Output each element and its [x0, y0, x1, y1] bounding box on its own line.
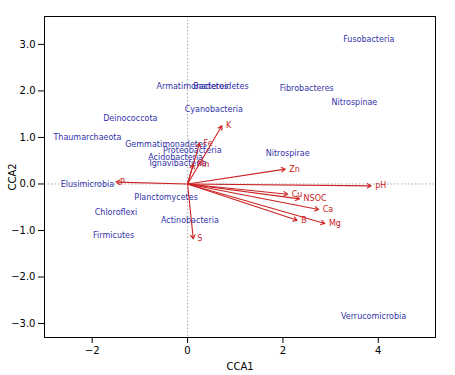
- svg-text:−3.0: −3.0: [11, 318, 35, 329]
- svg-text:Actinobacteria: Actinobacteria: [161, 216, 219, 225]
- svg-text:Nitrospinae: Nitrospinae: [332, 98, 378, 107]
- svg-text:Thaumarchaeota: Thaumarchaeota: [52, 133, 121, 142]
- svg-text:Ca: Ca: [323, 205, 334, 214]
- svg-text:1.0: 1.0: [20, 132, 36, 143]
- svg-text:Elusimicrobia: Elusimicrobia: [61, 180, 114, 189]
- svg-text:Cu: Cu: [292, 190, 303, 199]
- svg-text:Cyanobacteria: Cyanobacteria: [185, 105, 243, 114]
- svg-text:Proteobacteria: Proteobacteria: [163, 146, 222, 155]
- svg-text:Fibrobacteres: Fibrobacteres: [280, 84, 334, 93]
- svg-text:−2: −2: [85, 345, 100, 356]
- svg-text:−1.0: −1.0: [11, 225, 35, 236]
- svg-text:B: B: [301, 216, 307, 225]
- svg-text:2: 2: [280, 345, 286, 356]
- svg-text:Mn: Mn: [197, 160, 209, 169]
- svg-text:Armatimonadetes: Armatimonadetes: [157, 82, 229, 91]
- svg-text:P: P: [120, 178, 125, 187]
- svg-text:Chloroflexi: Chloroflexi: [95, 208, 138, 217]
- svg-text:0.0: 0.0: [20, 178, 36, 189]
- svg-text:S: S: [197, 234, 202, 243]
- svg-text:Mg: Mg: [329, 219, 341, 228]
- svg-text:4: 4: [375, 345, 381, 356]
- svg-text:2.0: 2.0: [20, 85, 36, 96]
- svg-text:CCA1: CCA1: [226, 361, 253, 372]
- svg-text:K: K: [226, 121, 232, 130]
- svg-text:−2.0: −2.0: [11, 271, 35, 282]
- svg-text:Verrucomicrobia: Verrucomicrobia: [341, 312, 406, 321]
- svg-text:3.0: 3.0: [20, 39, 36, 50]
- svg-text:Fe: Fe: [203, 139, 212, 148]
- svg-text:CCA2: CCA2: [7, 163, 18, 190]
- svg-text:Firmicutes: Firmicutes: [93, 231, 134, 240]
- svg-text:Gemmatimonadetes: Gemmatimonadetes: [125, 140, 207, 149]
- svg-text:Nitrospirae: Nitrospirae: [266, 149, 310, 158]
- svg-text:Deinococcota: Deinococcota: [103, 114, 157, 123]
- svg-text:Planctomycetes: Planctomycetes: [134, 192, 198, 202]
- svg-text:Ignavibacteria: Ignavibacteria: [149, 158, 207, 168]
- svg-text:0: 0: [184, 345, 190, 356]
- svg-text:Fusobacteria: Fusobacteria: [343, 35, 394, 44]
- svg-text:NSOC: NSOC: [304, 194, 327, 203]
- svg-text:Zn: Zn: [289, 165, 300, 174]
- svg-text:pH: pH: [375, 181, 386, 190]
